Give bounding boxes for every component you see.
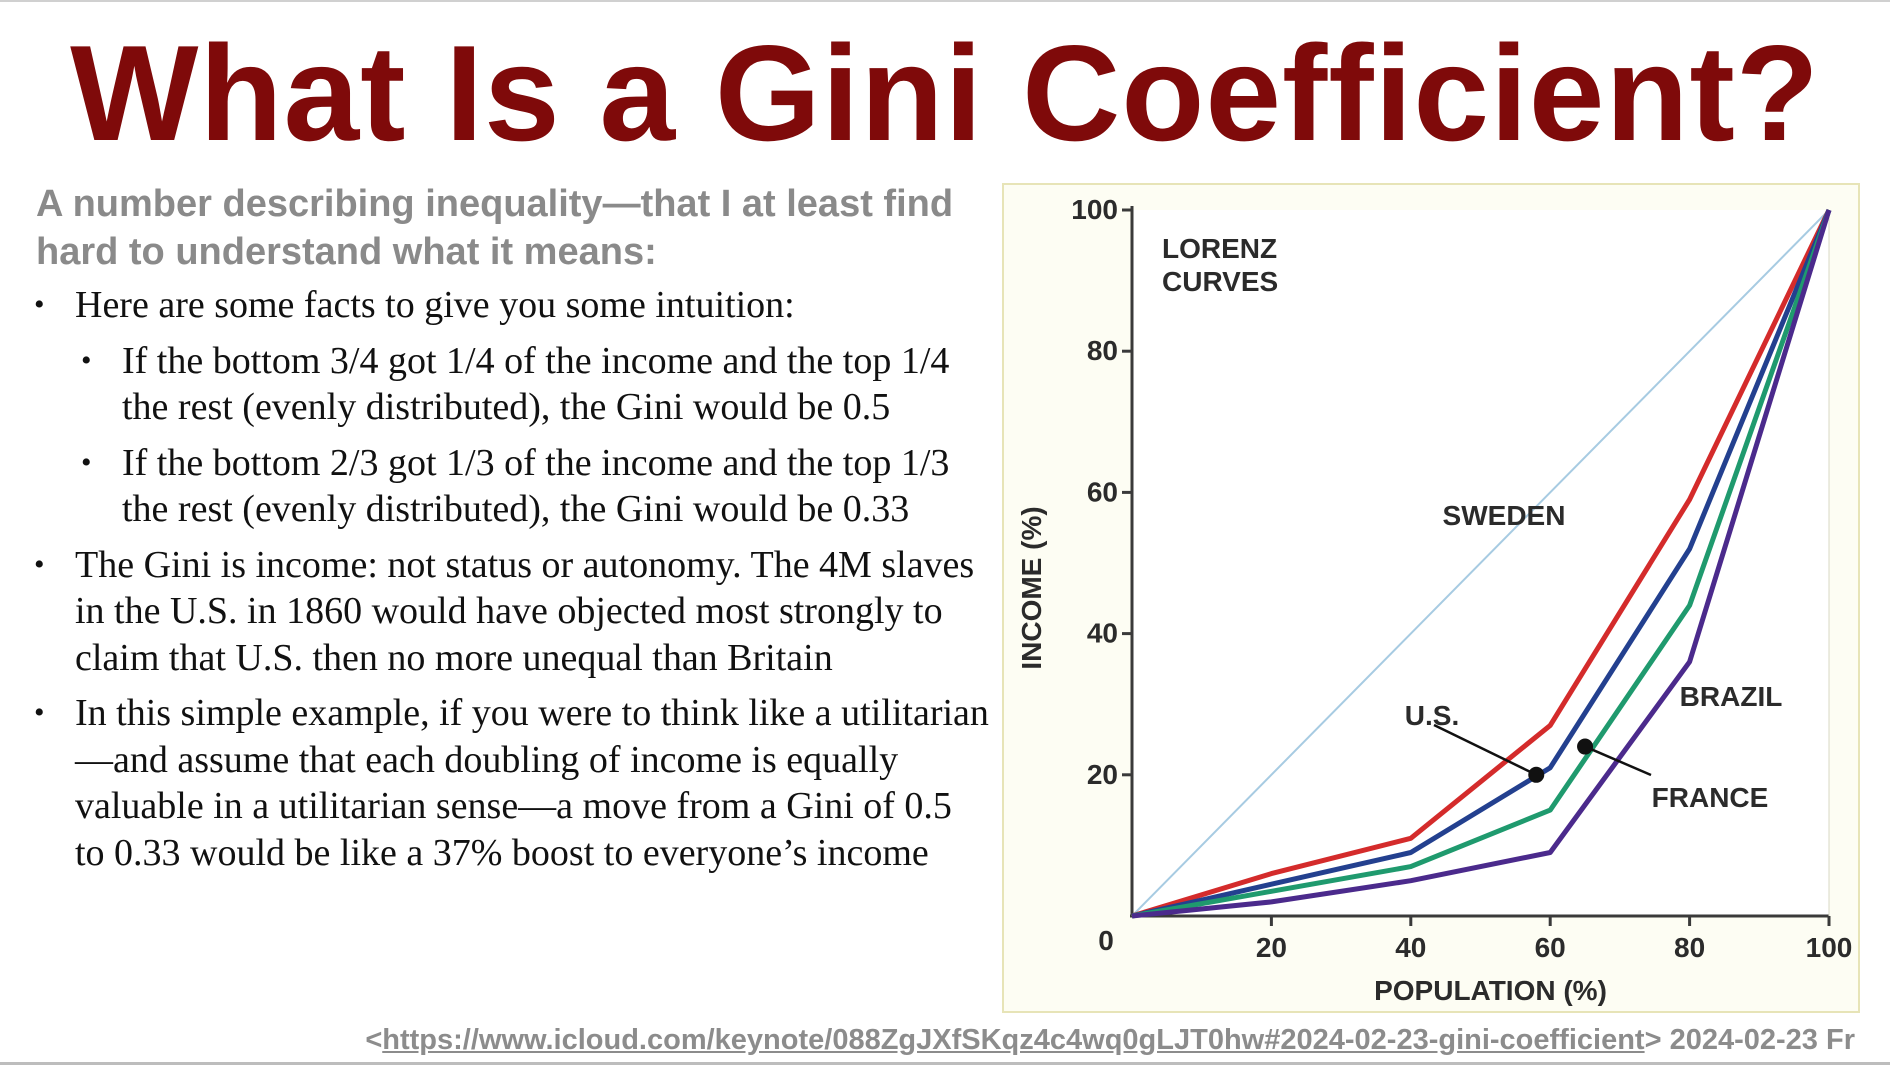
y-tick-label: 20 [1087, 759, 1118, 790]
sub-bullet-item: • If the bottom 3/4 got 1/4 of the incom… [30, 338, 990, 431]
sub-bullet-item: • If the bottom 2/3 got 1/3 of the incom… [30, 440, 990, 533]
slide-subtitle: A number describing inequality—that I at… [36, 183, 954, 273]
bullet-item: • The Gini is income: not status or auto… [30, 542, 990, 682]
lorenz-curve-france [1131, 209, 1832, 919]
lorenz-curve-us [1131, 209, 1832, 919]
y-tick-label: 40 [1087, 618, 1118, 649]
source-footer: <https://www.icloud.com/keynote/088ZgJXf… [0, 1022, 1855, 1058]
marker-leader-line [1584, 745, 1652, 777]
bullet-dot: • [34, 547, 45, 581]
marker-leader-line [1433, 723, 1537, 776]
bullet-text: If the bottom 2/3 got 1/3 of the income … [122, 441, 950, 531]
x-tick-label: 40 [1395, 932, 1426, 963]
x-tick-label: 60 [1535, 932, 1566, 963]
marker-us [1528, 766, 1545, 783]
lorenz-curve-brazil [1131, 209, 1832, 919]
lorenz-chart-frame: 20 40 60 80 100 20 40 60 80 100 0 POPULATION (%) INC… [1002, 183, 1860, 1013]
y-tick-label: 100 [1071, 194, 1118, 225]
x-axis-title: POPULATION (%) [1374, 975, 1607, 1006]
footer-suffix: > 2024-02-23 Fr [1644, 1024, 1855, 1056]
series-label-france: FRANCE [1652, 782, 1769, 813]
series-label-sweden: SWEDEN [1443, 500, 1566, 531]
x-tick-label: 20 [1256, 932, 1287, 963]
bullet-text: In this simple example, if you were to t… [75, 692, 989, 874]
chart-title: LORENZ CURVES [1162, 233, 1278, 297]
chart-title-line: CURVES [1162, 266, 1278, 297]
slide-title: What Is a Gini Coefficient? [70, 17, 1820, 169]
equality-line [1131, 209, 1830, 917]
bullet-dot: • [34, 288, 45, 321]
chart-title-line: LORENZ [1162, 233, 1277, 264]
x-tick-label: 100 [1806, 932, 1853, 963]
y-tick-label: 60 [1087, 476, 1118, 507]
bullet-text: If the bottom 3/4 got 1/4 of the income … [122, 339, 950, 429]
series-label-brazil: BRAZIL [1680, 681, 1783, 712]
marker-france [1577, 738, 1594, 755]
bullet-dot: • [81, 343, 92, 377]
bullet-dot: • [81, 445, 92, 479]
footer-prefix: < [365, 1024, 383, 1056]
bullet-list: • Here are some facts to give you some i… [30, 282, 990, 885]
series-label-us: U.S. [1405, 700, 1459, 731]
lorenz-chart: 20 40 60 80 100 20 40 60 80 100 0 POPULATION (%) INC… [1016, 194, 1853, 1006]
source-link[interactable]: https://www.icloud.com/keynote/088ZgJXfS… [382, 1024, 1645, 1056]
x-tick-label: 80 [1674, 932, 1705, 963]
bullet-text: Here are some facts to give you some int… [75, 284, 795, 326]
bullet-text: The Gini is income: not status or autono… [75, 543, 975, 679]
y-tick-label: 80 [1087, 335, 1118, 366]
lorenz-curve-sweden [1131, 208, 1832, 919]
y-axis-title: INCOME (%) [1016, 506, 1047, 669]
bullet-item: • In this simple example, if you were to… [30, 690, 990, 876]
bullet-item: • Here are some facts to give you some i… [30, 282, 990, 329]
top-rule [0, 0, 1890, 2]
bottom-rule [0, 1062, 1890, 1065]
origin-label: 0 [1098, 925, 1114, 956]
bullet-dot: • [34, 696, 45, 729]
